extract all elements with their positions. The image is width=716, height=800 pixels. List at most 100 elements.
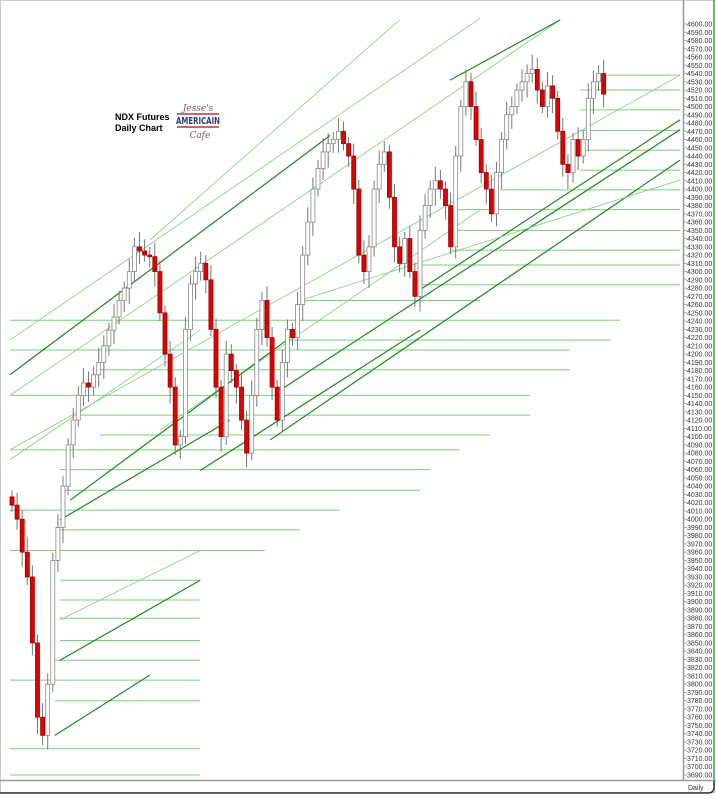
candle: [172, 377, 178, 455]
candle: [381, 141, 387, 172]
candle-body: [448, 205, 454, 248]
candle: [591, 70, 596, 114]
candle: [305, 207, 311, 265]
candle: [514, 83, 520, 114]
y-tick-label: 4470.00: [687, 129, 712, 136]
candle: [320, 137, 326, 180]
y-tick-label: 4020.00: [687, 500, 712, 507]
candle: [35, 634, 40, 734]
candle: [284, 319, 290, 378]
y-tick-label: 3700.00: [687, 764, 712, 771]
y-tick-label: 3830.00: [687, 657, 712, 664]
y-tick-label: 4190.00: [687, 360, 712, 367]
candle: [483, 164, 489, 204]
candle-body: [300, 254, 306, 305]
y-tick-label: 4580.00: [687, 38, 712, 45]
candle: [504, 101, 510, 150]
y-tick-label: 4350.00: [687, 228, 712, 235]
candle: [463, 69, 469, 116]
candle: [565, 154, 571, 190]
y-tick-label: 4180.00: [687, 368, 712, 375]
candle: [524, 64, 530, 98]
candle-body: [483, 172, 489, 190]
y-tick-label: 4030.00: [687, 492, 712, 499]
candle-body: [244, 419, 250, 454]
y-tick-label: 4210.00: [687, 343, 712, 350]
candle-body: [519, 81, 525, 91]
candle: [162, 305, 168, 367]
candle-body: [259, 300, 265, 330]
y-tick-label: 3850.00: [687, 640, 712, 647]
y-tick-label: 3970.00: [687, 541, 712, 548]
candle-body: [279, 361, 285, 421]
candle-body: [228, 353, 234, 372]
candle: [422, 194, 428, 239]
candle: [126, 259, 132, 304]
candle: [448, 192, 454, 255]
candle-body: [172, 386, 178, 446]
diagonal-trendline: [59, 550, 201, 621]
y-tick-label: 3770.00: [687, 706, 712, 713]
candle: [81, 368, 86, 407]
diagonal-trendline: [159, 209, 481, 431]
candle: [121, 281, 127, 313]
candle-body: [443, 188, 448, 206]
candle: [534, 57, 540, 104]
candle: [147, 246, 153, 268]
candle: [86, 371, 91, 402]
candle: [570, 132, 576, 183]
y-tick-label: 4550.00: [687, 63, 712, 70]
candle-body: [167, 353, 173, 388]
candle-body: [580, 139, 586, 157]
diagonal-trendline: [9, 19, 561, 396]
y-tick-label: 3870.00: [687, 624, 712, 631]
candle-body: [473, 106, 479, 140]
y-tick-label: 4490.00: [687, 112, 712, 119]
diagonal-trendline: [9, 134, 331, 376]
candle-body: [529, 68, 535, 74]
candle-body: [106, 329, 112, 347]
chart-title-line-1: NDX Futures: [115, 112, 170, 122]
bottom-frame: [0, 781, 715, 794]
candle: [392, 184, 397, 263]
candle-body: [75, 394, 81, 421]
candle: [596, 65, 601, 91]
candle-body: [565, 163, 571, 173]
candle-body: [96, 361, 102, 376]
candle-body: [19, 518, 25, 553]
candle-body: [198, 262, 204, 272]
candle: [116, 290, 122, 325]
candle-body: [208, 279, 214, 330]
candle: [213, 318, 219, 398]
y-tick-label: 4510.00: [687, 96, 712, 103]
candle-body: [437, 180, 443, 190]
candle: [325, 132, 331, 168]
diagonal-trendline: [449, 19, 561, 81]
candle: [488, 175, 494, 223]
candle-body: [361, 254, 367, 272]
candle: [142, 239, 148, 262]
candle: [167, 340, 173, 404]
candle: [540, 81, 545, 114]
candle-body: [585, 97, 591, 140]
y-tick-label: 4450.00: [687, 145, 712, 152]
candle-body: [432, 180, 438, 190]
y-tick-label: 4320.00: [687, 253, 712, 260]
logo: Jesse's AMERICAIN Cafe: [176, 104, 220, 141]
candle: [244, 411, 250, 468]
y-tick-label: 3810.00: [687, 673, 712, 680]
candle-body: [249, 394, 255, 454]
candle-body: [555, 97, 561, 132]
y-tick-label: 4440.00: [687, 154, 712, 161]
candle-body: [560, 130, 566, 165]
candle: [437, 170, 443, 199]
candle: [239, 374, 244, 431]
candle: [274, 379, 280, 427]
candle: [188, 274, 193, 341]
candle-body: [152, 256, 158, 272]
candle: [580, 130, 586, 164]
y-tick-label: 4460.00: [687, 137, 712, 144]
y-tick-label: 4060.00: [687, 467, 712, 474]
candle: [494, 161, 499, 227]
